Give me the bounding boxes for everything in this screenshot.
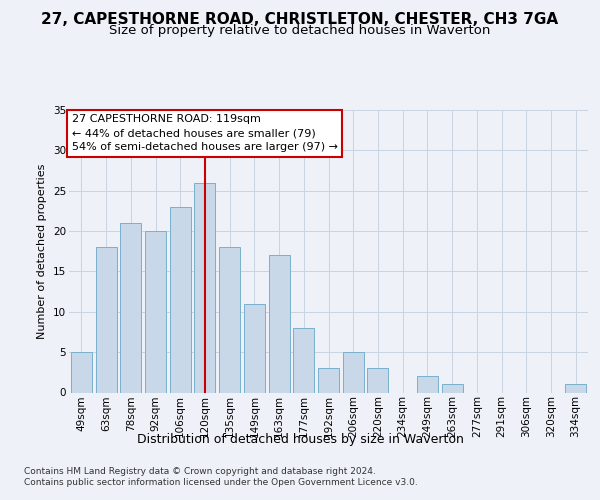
Bar [219, 247, 240, 392]
Bar [244, 304, 265, 392]
Bar [417, 376, 438, 392]
Bar [170, 207, 191, 392]
Bar [367, 368, 388, 392]
Bar [145, 231, 166, 392]
Bar [318, 368, 339, 392]
Text: Distribution of detached houses by size in Waverton: Distribution of detached houses by size … [137, 432, 463, 446]
Bar [95, 247, 116, 392]
Bar [442, 384, 463, 392]
Text: Size of property relative to detached houses in Waverton: Size of property relative to detached ho… [109, 24, 491, 37]
Text: 27 CAPESTHORNE ROAD: 119sqm
← 44% of detached houses are smaller (79)
54% of sem: 27 CAPESTHORNE ROAD: 119sqm ← 44% of det… [71, 114, 338, 152]
Bar [343, 352, 364, 393]
Bar [565, 384, 586, 392]
Y-axis label: Number of detached properties: Number of detached properties [37, 164, 47, 339]
Bar [120, 223, 141, 392]
Bar [269, 256, 290, 392]
Bar [194, 182, 215, 392]
Bar [293, 328, 314, 392]
Text: 27, CAPESTHORNE ROAD, CHRISTLETON, CHESTER, CH3 7GA: 27, CAPESTHORNE ROAD, CHRISTLETON, CHEST… [41, 12, 559, 28]
Text: Contains HM Land Registry data © Crown copyright and database right 2024.
Contai: Contains HM Land Registry data © Crown c… [24, 468, 418, 487]
Bar [71, 352, 92, 393]
